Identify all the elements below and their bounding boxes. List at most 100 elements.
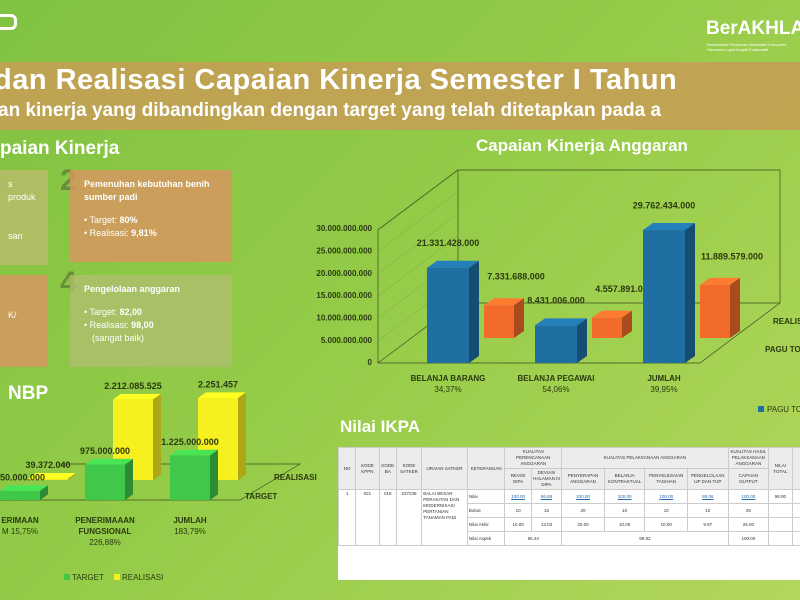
brand: BerAKHLAK: [706, 18, 800, 39]
column-header: CAPAIAN OUTPUT: [727, 468, 770, 490]
depth-label: REALISASI: [274, 473, 317, 482]
cell: 9.97: [687, 517, 729, 532]
bar-top: [0, 485, 48, 491]
item-value: 82,00: [119, 307, 143, 317]
card-title: Pemenuhan kebutuhan benih sumber padi: [84, 179, 210, 202]
column-header: KODE KPPN: [355, 447, 380, 490]
legend-label: TARGET: [72, 573, 104, 582]
item-label: Target:: [89, 215, 120, 225]
cell: 237238: [395, 489, 423, 546]
cell: 10.00: [603, 517, 646, 532]
cell: 100.00: [644, 489, 688, 504]
bar: [170, 455, 210, 500]
cell: 10: [687, 503, 729, 518]
bar-side: [622, 310, 632, 338]
grid-line: [377, 213, 459, 274]
bar: [700, 284, 730, 338]
cell: 25: [727, 503, 770, 518]
card-item: • Target: 80%: [84, 215, 138, 225]
tagline: Berorientasi Pelayanan Akuntabel Kompete…: [707, 42, 787, 52]
group-header: KUALITAS PELAKSANAAN ANGGARAN: [561, 447, 729, 469]
depth-label: REALISASI: [773, 317, 800, 326]
x-tick-note: 54,06%: [542, 385, 569, 394]
cell: 100.00: [504, 489, 532, 504]
y-tick-label: 10.000.000.000: [316, 313, 372, 322]
logo: [0, 14, 17, 30]
x-tick-note: 34,37%: [434, 385, 461, 394]
bar-top: [28, 472, 76, 479]
bar-top: [592, 310, 632, 318]
y-tick-label: 0: [368, 358, 373, 367]
bar-side: [469, 260, 479, 363]
item-value: 98,00: [131, 320, 154, 330]
value-label: 2.212.085.525: [104, 381, 162, 391]
cell: [768, 503, 793, 518]
bar-top: [113, 393, 161, 400]
card: K/: [0, 275, 48, 367]
card: Pemenuhan kebutuhan benih sumber padi • …: [70, 170, 232, 262]
depth-label: PAGU TOTAL: [765, 345, 800, 354]
card: s produk san: [0, 170, 48, 265]
bar-top: [170, 449, 218, 456]
bar-side: [577, 318, 587, 363]
column-header: PENGELOLAAN UP DAN TUP: [687, 468, 729, 490]
cell: Nilai Aspek: [466, 531, 506, 546]
column-header: DEVIASI HALAMAN III DIPA: [530, 468, 563, 490]
card-text: san: [8, 231, 23, 241]
y-tick-label: 15.000.000.000: [316, 291, 372, 300]
value-label: 29.762.434.000: [633, 200, 696, 210]
x-tick-label: JUMLAH 183,79%: [142, 515, 238, 537]
column-header: KO: [791, 447, 800, 490]
header-row: NO KODE KPPN KODE BA KODE SATKER URAIAN SATK…: [338, 447, 800, 490]
item-label: Realisasi:: [89, 320, 132, 330]
table-row: Nilai Aspek 95.44 99.92 100.00: [339, 531, 800, 546]
title-band: [0, 62, 800, 130]
bar-side: [210, 449, 218, 500]
cell: 100.00: [727, 489, 770, 504]
cell: 100.00: [603, 489, 646, 504]
item-label: Realisasi:: [89, 228, 132, 238]
column-header: PENYELESAIAN TAGIHAN: [644, 468, 688, 490]
bar: [0, 490, 40, 500]
section-title: paian Kinerja: [0, 138, 120, 159]
cell: 15: [530, 503, 563, 518]
table-row: 1 021 018 237238 BALAI BESAR PERAKITAN DAN M…: [338, 489, 800, 546]
bar-side: [68, 472, 76, 480]
cell: 1: [338, 489, 357, 546]
group-header: KUALITAS PERENCANAAN ANGGARAN: [504, 447, 563, 469]
cell: 99.06: [687, 489, 729, 504]
column-header: PENYERAPAN ANGGARAN: [561, 468, 605, 490]
bar: [28, 478, 68, 480]
item-value: 80%: [119, 215, 138, 225]
grid-line: [377, 168, 459, 230]
cell: 13.03: [530, 517, 563, 532]
cell: 20: [561, 503, 605, 518]
value-label: 21.331.428.000: [417, 238, 480, 248]
card-note: (sangat baik): [92, 333, 145, 343]
card-title: Pengelolaan anggaran: [84, 284, 181, 294]
column-header: KODE BA: [378, 447, 397, 490]
cell: 10: [603, 503, 646, 518]
ikpa-table: NO KODE KPPN KODE BA KODE SATKER URAIAN SATK…: [338, 447, 800, 546]
cell: BALAI BESAR PERAKITAN DAN MODERNISASI PE…: [421, 489, 468, 546]
x-tick-note: 183,79%: [174, 527, 206, 536]
bar-side: [685, 223, 695, 363]
bar-side: [153, 393, 161, 480]
x-tick-text: PENERIMAAAN FUNGSIONAL: [75, 516, 135, 536]
value-label: 39.372.040: [25, 460, 70, 470]
bar-top: [484, 298, 524, 306]
x-tick-text: ERIMAAN: [1, 516, 39, 525]
cell: [791, 531, 800, 546]
cell: [768, 517, 793, 532]
bar: [85, 464, 125, 500]
column-header: NILAI TOTAL: [768, 447, 793, 490]
y-tick-label: 5.000.000.000: [321, 336, 373, 345]
page-subtitle: an kinerja yang dibandingkan dengan targ…: [0, 100, 662, 121]
legend-swatch: [758, 406, 764, 412]
bar: [484, 305, 514, 338]
value-label: 2.251.457: [198, 379, 238, 389]
cell: [791, 503, 800, 518]
cell: 99.92: [561, 531, 729, 546]
bar-side: [730, 277, 740, 338]
